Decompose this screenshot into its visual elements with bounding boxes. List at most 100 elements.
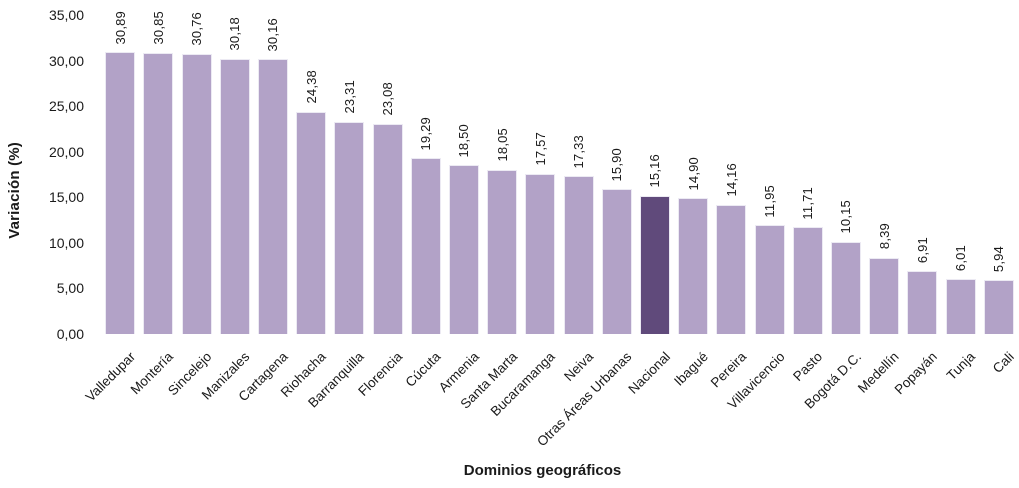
x-category-label: Neiva [561,349,597,385]
bar-value-label: 6,91 [914,236,930,264]
bar-slot: 10,15 [827,15,865,334]
x-category-label: Tunja [944,349,979,384]
bar-slot: 6,91 [903,15,941,334]
bar-value-label: 18,05 [494,127,510,162]
bar-slot: 30,16 [254,15,292,334]
bar [754,225,785,334]
bar-slot: 30,85 [139,11,177,334]
x-category-label: Cali [989,349,1017,377]
bar-value-label-wrap: 8,39 [865,223,903,249]
bar-value-label-wrap: 30,89 [101,11,139,45]
bar-slot: 15,90 [598,15,636,334]
bar-value-label: 14,90 [685,156,701,191]
bar [487,169,518,334]
bar-value-label: 30,85 [150,11,166,45]
bar-value-label: 8,39 [876,223,892,250]
bar-slot: 11,71 [789,15,827,334]
bar-slot: 30,89 [101,11,139,334]
bar [678,198,709,334]
y-tick-label: 10,00 [48,234,84,251]
bar [563,176,594,334]
bar-slot: 23,31 [330,15,368,334]
bar [639,195,670,334]
bar-value-label: 17,57 [532,132,548,166]
bar-value-label-wrap: 14,90 [674,157,712,191]
bar-value-label: 23,31 [341,80,357,114]
bar-value-label: 30,76 [189,12,204,46]
bar [448,165,479,334]
bar-value-label-wrap: 23,08 [368,82,406,116]
bar-value-label-wrap: 10,15 [827,200,865,234]
bar-slot: 14,90 [674,15,712,334]
y-tick-label: 25,00 [48,98,84,115]
bar-value-label: 30,16 [265,17,281,52]
bar-value-label-wrap: 30,18 [216,17,254,51]
bar-value-label: 6,01 [953,245,969,272]
bar-value-label-wrap: 15,90 [598,148,636,182]
bar [525,173,556,334]
bar-value-label: 19,29 [418,116,434,151]
bar [105,52,136,334]
bar-slot: 30,76 [177,12,215,334]
bar-value-label: 14,16 [723,163,739,197]
bar [410,158,441,334]
bar-value-label: 30,89 [112,10,128,45]
bar [601,189,632,334]
y-tick-label: 35,00 [48,7,84,23]
bar-slot: 5,94 [980,15,1018,334]
bar-value-label-wrap: 19,29 [407,117,445,151]
x-category-label: Ibagué [671,349,711,389]
y-tick-label: 20,00 [48,143,84,160]
y-tick-label: 15,00 [48,189,84,206]
bar [983,279,1014,334]
bar-value-label-wrap: 5,94 [980,246,1018,272]
bar-value-label-wrap: 23,31 [330,80,368,114]
bar [334,121,365,334]
bar-value-label-wrap: 18,05 [483,128,521,162]
bar-slot: 18,05 [483,15,521,334]
bar-value-label-wrap: 11,95 [750,185,788,218]
bar-slot: 14,16 [712,15,750,334]
bar-slot: 30,18 [216,15,254,334]
bar-value-label: 10,15 [838,199,854,234]
x-category-label: Pasto [790,349,826,385]
bar-value-label-wrap: 14,16 [712,163,750,197]
bar-value-label-wrap: 30,85 [139,11,177,45]
bar-slot: 24,38 [292,15,330,334]
y-tick-label: 0,00 [56,326,84,342]
bar [372,123,403,334]
plot-area: 30,89 30,85 30,76 30,18 30,16 24,38 23,31 23,08… [101,11,1018,334]
bar [869,257,900,334]
bar-value-label-wrap: 30,16 [254,18,292,52]
bar-value-label: 18,50 [456,123,472,158]
y-tick-label: 30,00 [48,52,84,69]
bar-value-label: 30,18 [227,17,243,51]
bar-value-label-wrap: 24,38 [292,70,330,104]
bar [257,59,288,334]
bar-value-label: 17,33 [571,134,587,169]
bar-value-label-wrap: 15,16 [636,154,674,188]
bar [945,279,976,334]
bar-value-label: 15,90 [609,147,625,182]
bar [219,58,250,334]
bar-value-label-wrap: 6,91 [903,237,941,263]
bar-value-label-wrap: 17,33 [559,135,597,169]
bar-slot: 17,57 [521,15,559,334]
y-tick-label: 5,00 [56,280,84,297]
bar-value-label-wrap: 18,50 [445,124,483,158]
bar-slot: 11,95 [750,15,788,334]
bar [143,52,174,334]
bar-value-label: 23,08 [380,82,396,116]
bar-value-label-wrap: 6,01 [941,245,979,271]
x-axis-title: Dominios geográficos [463,462,622,479]
bar-value-label-wrap: 30,76 [177,12,215,46]
bar-value-label: 11,95 [762,184,778,218]
bar-slot: 23,08 [368,15,406,334]
bar-slot: 8,39 [865,15,903,334]
y-axis-title: Variación (%) [6,142,23,239]
bar [792,227,823,334]
bar-value-label: 5,94 [991,245,1007,272]
x-category-label: Valledupar [82,349,138,405]
bar-value-label-wrap: 11,71 [789,187,827,220]
